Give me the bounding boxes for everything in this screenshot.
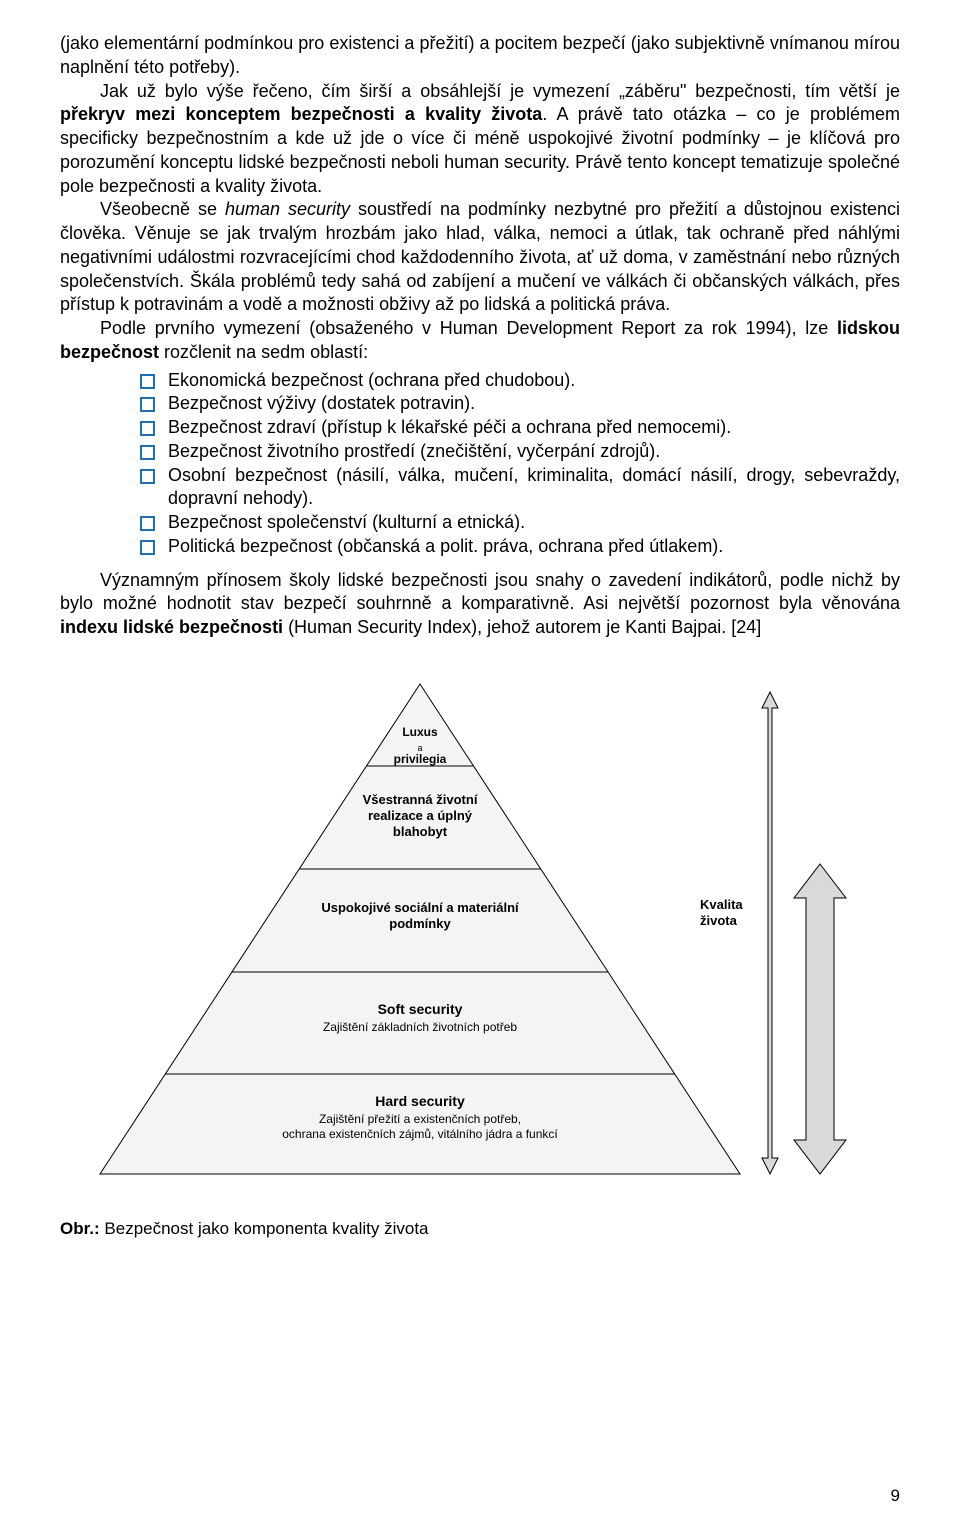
paragraph-5: Významným přínosem školy lidské bezpečno… (60, 569, 900, 640)
svg-text:Zajištění přežití a existenční: Zajištění přežití a existenčních potřeb, (319, 1112, 521, 1126)
paragraph-4: Podle prvního vymezení (obsaženého v Hum… (60, 317, 900, 365)
svg-text:privilegia: privilegia (394, 752, 447, 766)
figure-caption: Obr.: Bezpečnost jako komponenta kvality… (60, 1219, 900, 1239)
svg-text:Hard security: Hard security (375, 1093, 465, 1109)
list-item: Bezpečnost životního prostředí (znečiště… (140, 440, 900, 464)
list-item: Osobní bezpečnost (násilí, válka, mučení… (140, 464, 900, 512)
svg-text:Všestranná životní: Všestranná životní (363, 792, 478, 807)
pyramid-svg: LuxusaprivilegiaVšestranná životnírealiz… (60, 664, 900, 1204)
svg-text:realizace a úplný: realizace a úplný (368, 808, 473, 823)
seven-areas-list: Ekonomická bezpečnost (ochrana před chud… (60, 369, 900, 559)
svg-text:ochrana existenčních zájmů, vi: ochrana existenčních zájmů, vitálního já… (282, 1127, 558, 1141)
list-item: Bezpečnost společenství (kulturní a etni… (140, 511, 900, 535)
page-number: 9 (891, 1486, 900, 1506)
list-item: Bezpečnost výživy (dostatek potravin). (140, 392, 900, 416)
paragraph-2: Jak už bylo výše řečeno, čím širší a obs… (60, 80, 900, 199)
list-item: Politická bezpečnost (občanská a polit. … (140, 535, 900, 559)
pyramid-diagram: LuxusaprivilegiaVšestranná životnírealiz… (60, 664, 900, 1209)
svg-text:Uspokojivé sociální a materiál: Uspokojivé sociální a materiální (321, 900, 519, 915)
list-item: Ekonomická bezpečnost (ochrana před chud… (140, 369, 900, 393)
svg-text:Zajištění základních životních: Zajištění základních životních potřeb (323, 1020, 517, 1034)
list-item: Bezpečnost zdraví (přístup k lékařské pé… (140, 416, 900, 440)
svg-text:blahobyt: blahobyt (393, 824, 448, 839)
svg-text:podmínky: podmínky (389, 916, 451, 931)
paragraph-1: (jako elementární podmínkou pro existenc… (60, 32, 900, 80)
svg-text:života: života (700, 913, 738, 928)
svg-text:Soft security: Soft security (378, 1001, 463, 1017)
svg-text:Kvalita: Kvalita (700, 897, 743, 912)
paragraph-3: Všeobecně se human security soustředí na… (60, 198, 900, 317)
svg-text:Luxus: Luxus (402, 725, 438, 739)
